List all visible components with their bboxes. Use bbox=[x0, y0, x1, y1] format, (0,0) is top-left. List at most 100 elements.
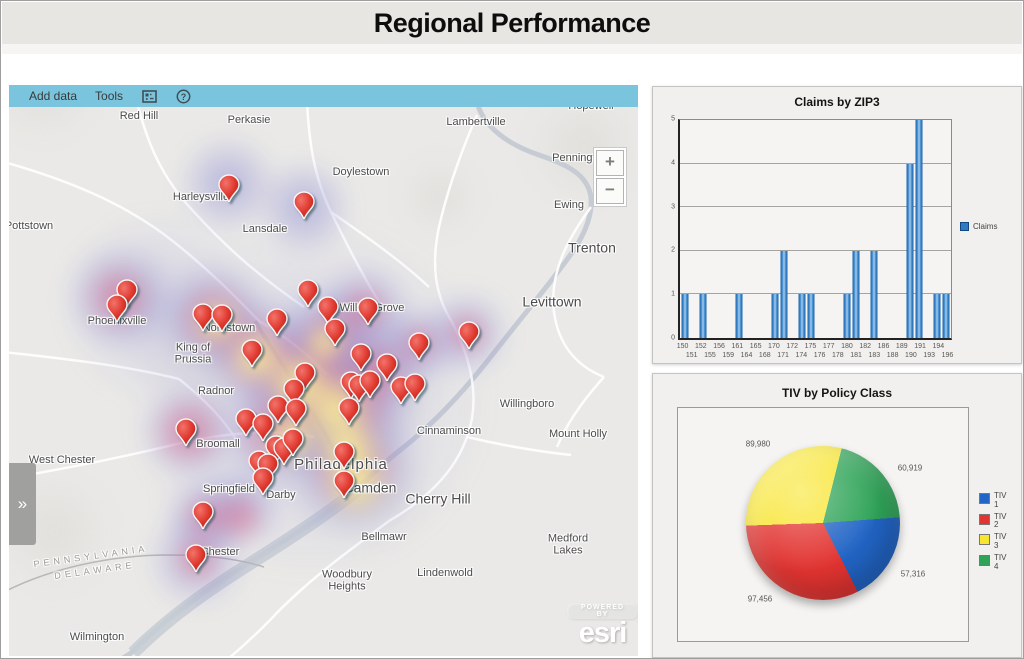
map-canvas[interactable]: Red Hill Perkasie Hopewell Lambertville Doyl… bbox=[9, 107, 638, 656]
map-pin[interactable] bbox=[241, 339, 263, 368]
x-tick-label: 190 bbox=[905, 352, 917, 359]
map-town-label: Mount Holly bbox=[548, 428, 608, 441]
map-pin[interactable] bbox=[218, 174, 240, 203]
map-town-label: Lindenwold bbox=[417, 567, 473, 580]
pie-legend-label: TIV 3 bbox=[994, 532, 1007, 550]
panel-expander-button[interactable]: » bbox=[9, 463, 36, 545]
y-tick-label: 4 bbox=[671, 159, 675, 167]
x-tick-label: 168 bbox=[758, 352, 771, 359]
map-town-label: Harleysville bbox=[172, 191, 230, 204]
map-town-label: Levittown bbox=[522, 293, 582, 310]
map-town-label: Radnor bbox=[197, 385, 235, 398]
bar-chart-legend: Claims bbox=[960, 222, 997, 231]
map-pin[interactable] bbox=[211, 304, 233, 333]
map-town-label: Norristown bbox=[202, 322, 256, 335]
bar[interactable] bbox=[852, 250, 860, 338]
x-tick-label: 170 bbox=[768, 343, 780, 350]
map-pin[interactable] bbox=[266, 308, 288, 337]
x-tick-label: 180 bbox=[841, 343, 853, 350]
bar[interactable] bbox=[915, 120, 923, 338]
help-icon[interactable]: ? bbox=[175, 89, 191, 103]
map-pin[interactable] bbox=[357, 297, 379, 326]
zoom-out-button[interactable]: − bbox=[596, 178, 624, 204]
bar[interactable] bbox=[933, 294, 941, 338]
map-pin[interactable] bbox=[324, 318, 346, 347]
map-pin[interactable] bbox=[192, 501, 214, 530]
bar-chart-plot-area bbox=[678, 119, 952, 340]
map-town-label: Perkasie bbox=[227, 114, 271, 127]
map-town-label: Wilmington bbox=[69, 631, 125, 644]
pie-legend-item: TIV 4 bbox=[979, 553, 1006, 572]
pie-legend-swatch bbox=[979, 513, 990, 525]
map-pin[interactable] bbox=[282, 428, 304, 457]
claims-legend-label: Claims bbox=[973, 222, 998, 231]
bar[interactable] bbox=[870, 250, 878, 338]
map-town-label: Ewing bbox=[554, 199, 584, 212]
map-pin[interactable] bbox=[376, 353, 398, 382]
map-pin[interactable] bbox=[404, 373, 426, 402]
map-pin[interactable] bbox=[293, 191, 315, 220]
bar[interactable] bbox=[699, 294, 707, 338]
map-town-label: Willow Grove bbox=[339, 302, 405, 315]
bar[interactable] bbox=[807, 294, 815, 338]
bar[interactable] bbox=[798, 294, 806, 338]
esri-logo: POWERED BY esri bbox=[567, 603, 638, 648]
x-tick-label: 177 bbox=[822, 343, 835, 350]
tools-button[interactable]: Tools bbox=[95, 89, 124, 103]
map-pin[interactable] bbox=[106, 294, 128, 323]
map-pin[interactable] bbox=[252, 413, 274, 442]
pie-legend-label: TIV 2 bbox=[994, 511, 1007, 530]
map-pin[interactable] bbox=[338, 397, 360, 426]
map-pin[interactable] bbox=[333, 441, 355, 470]
map-pin[interactable] bbox=[285, 398, 307, 427]
map-town-label: King of Prussia bbox=[174, 341, 212, 365]
bar[interactable] bbox=[771, 294, 779, 338]
map-town-label: Hopewell bbox=[568, 107, 613, 113]
bar[interactable] bbox=[681, 294, 689, 338]
esri-wordmark: esri bbox=[567, 619, 638, 648]
add-data-button[interactable]: Add data bbox=[29, 89, 78, 103]
x-tick-label: 172 bbox=[786, 343, 798, 350]
pie-legend-swatch bbox=[979, 554, 990, 566]
x-tick-label: 152 bbox=[694, 343, 707, 350]
x-tick-label: 155 bbox=[704, 352, 716, 359]
map-town-label: Woodbury Heights bbox=[322, 568, 372, 592]
map-town-label: Camden bbox=[343, 479, 397, 496]
map-pin[interactable] bbox=[252, 467, 274, 496]
map-pin[interactable] bbox=[185, 544, 207, 573]
gridline bbox=[680, 293, 951, 295]
map-zoom-control: + − bbox=[593, 147, 627, 207]
map-town-label: Lambertville bbox=[446, 116, 506, 129]
map-pin[interactable] bbox=[333, 470, 355, 499]
map-pin[interactable] bbox=[294, 362, 316, 391]
map-pin[interactable] bbox=[359, 370, 381, 399]
map-pin[interactable] bbox=[408, 332, 430, 361]
map-pin[interactable] bbox=[297, 279, 319, 308]
svg-text:?: ? bbox=[180, 91, 186, 101]
bar[interactable] bbox=[843, 294, 851, 338]
x-tick-label: 178 bbox=[831, 352, 844, 359]
pie-legend-label: TIV 1 bbox=[994, 491, 1007, 509]
bar[interactable] bbox=[735, 294, 743, 338]
legend-icon[interactable] bbox=[141, 89, 157, 103]
map-town-label: Doylestown bbox=[332, 166, 390, 179]
map-town-label: Darby bbox=[266, 489, 296, 502]
map-pin[interactable] bbox=[175, 418, 197, 447]
map-widget: Add data Tools ? bbox=[9, 85, 638, 656]
bar[interactable] bbox=[780, 250, 788, 338]
x-tick-label: 186 bbox=[877, 343, 890, 350]
map-town-label: Medford Lakes bbox=[547, 532, 589, 556]
map-pin[interactable] bbox=[350, 343, 372, 372]
map-town-label: Willingboro bbox=[499, 398, 555, 411]
zoom-in-button[interactable]: + bbox=[596, 150, 624, 176]
map-pin[interactable] bbox=[458, 321, 480, 350]
bar[interactable] bbox=[906, 163, 914, 338]
bar[interactable] bbox=[942, 294, 950, 338]
tiv-pie-chart-panel: TIV by Policy Class 89,980 60,919 57,316… bbox=[652, 373, 1022, 658]
pie-legend-swatch bbox=[979, 534, 990, 546]
map-town-label: Trenton bbox=[568, 239, 616, 256]
claims-legend-swatch bbox=[960, 222, 969, 231]
x-tick-label: 175 bbox=[804, 343, 817, 350]
pie-chart[interactable] bbox=[746, 446, 900, 600]
map-town-label: Springfield bbox=[203, 483, 255, 496]
